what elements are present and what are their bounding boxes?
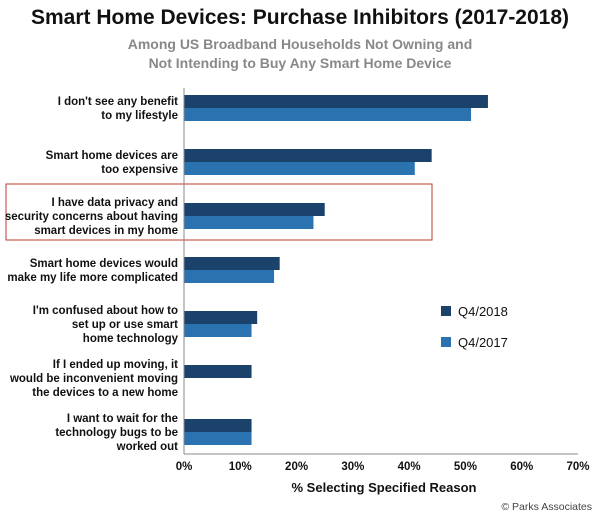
bar-q4-2018-2	[184, 203, 325, 216]
category-label-line: Smart home devices are	[46, 150, 178, 162]
x-tick-label-0: 0%	[176, 461, 193, 473]
category-label-line: home technology	[83, 333, 179, 345]
category-label-line: would be inconvenient moving	[9, 373, 178, 385]
bar-q4-2017-6	[184, 432, 252, 445]
category-label-line: worked out	[116, 441, 179, 453]
category-label-1: Smart home devices are too expensive	[46, 150, 178, 176]
bar-q4-2018-1	[184, 149, 432, 162]
bar-q4-2017-0	[184, 108, 472, 121]
legend-label-q4-2017: Q4/2017	[458, 335, 508, 350]
category-label-line: security concerns about having	[5, 211, 178, 223]
x-tick-label-2: 20%	[285, 461, 308, 473]
bar-q4-2018-6	[184, 419, 252, 432]
bar-q4-2017-3	[184, 270, 275, 283]
bar-q4-2017-2	[184, 216, 314, 229]
category-label-line: make my life more complicated	[7, 272, 178, 284]
category-label-line: Smart home devices would	[30, 258, 178, 270]
bar-q4-2017-1	[184, 162, 415, 175]
category-label-line: I don't see any benefit	[58, 96, 178, 108]
category-label-line: smart devices in my home	[34, 225, 178, 237]
category-label-line: the devices to a new home	[32, 387, 178, 399]
legend-label-q4-2018: Q4/2018	[458, 304, 508, 319]
x-axis-title: % Selecting Specified Reason	[292, 480, 477, 495]
x-tick-label-3: 30%	[341, 461, 364, 473]
legend-swatch-q4-2018	[441, 306, 451, 316]
category-label-0: I don't see any benefit to my lifestyle	[58, 96, 178, 122]
chart-subtitle-line-2: Not Intending to Buy Any Smart Home Devi…	[148, 55, 452, 71]
legend-swatch-q4-2017	[441, 337, 451, 347]
category-label-line: If I ended up moving, it	[53, 359, 178, 371]
bar-q4-2018-5	[184, 365, 252, 378]
category-label-6: I want to wait for the technology bugs to…	[55, 413, 178, 453]
x-tick-label-6: 60%	[510, 461, 533, 473]
category-label-line: too expensive	[101, 164, 178, 176]
bar-q4-2018-4	[184, 311, 258, 324]
bar-q4-2017-4	[184, 324, 252, 337]
x-tick-label-4: 40%	[398, 461, 421, 473]
chart-subtitle-line-1: Among US Broadband Households Not Owning…	[127, 36, 473, 52]
category-label-3: Smart home devices would make my life mor…	[7, 258, 178, 284]
bar-q4-2018-0	[184, 95, 488, 108]
category-label-line: set up or use smart	[72, 319, 178, 331]
x-tick-label-5: 50%	[454, 461, 477, 473]
category-label-line: I'm confused about how to	[33, 305, 178, 317]
highlight-box	[5, 183, 433, 241]
category-label-line: to my lifestyle	[101, 110, 178, 122]
bar-q4-2018-3	[184, 257, 280, 270]
x-tick-label-7: 70%	[566, 461, 589, 473]
source-note: © Parks Associates	[501, 501, 592, 513]
category-label-line: I have data privacy and	[51, 197, 178, 209]
category-label-5: If I ended up moving, it would be inconve…	[9, 359, 178, 399]
category-label-4: I'm confused about how to set up or use s…	[33, 305, 179, 345]
category-label-line: technology bugs to be	[55, 427, 178, 439]
chart-title: Smart Home Devices: Purchase Inhibitors …	[30, 6, 570, 29]
x-tick-label-1: 10%	[229, 461, 252, 473]
category-label-2: I have data privacy and security concerns…	[5, 197, 178, 237]
category-label-line: I want to wait for the	[67, 413, 178, 425]
